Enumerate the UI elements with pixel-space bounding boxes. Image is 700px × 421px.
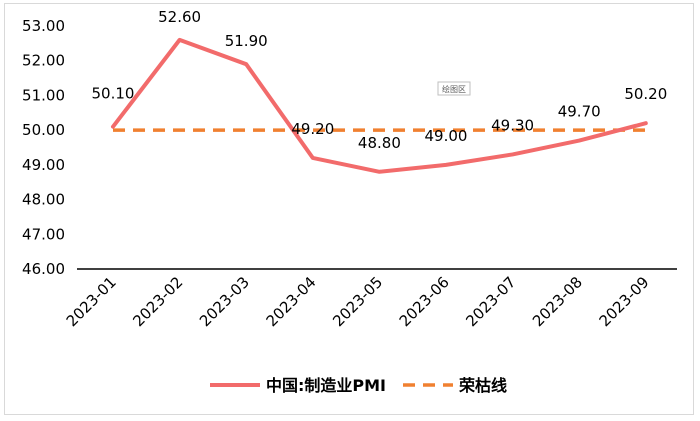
x-axis-ticks: 2023-01 2023-02 2023-03 2023-04 2023-05 2023-… (63, 273, 653, 330)
data-label: 49.20 (291, 120, 334, 138)
y-tick-label: 50.00 (22, 121, 65, 139)
y-tick-label: 47.00 (22, 225, 65, 243)
y-tick-label: 53.00 (22, 17, 65, 35)
x-tick-label: 2023-08 (529, 273, 586, 330)
x-tick-label: 2023-03 (196, 273, 253, 330)
chart-frame: 46.00 47.00 48.00 49.00 50.00 51.00 52.00 53.00… (4, 3, 694, 415)
data-labels: 50.10 52.60 51.90 49.20 48.80 49.00 49.30 49.70… (92, 8, 668, 152)
data-label: 50.10 (92, 85, 135, 103)
y-tick-label: 46.00 (22, 260, 65, 278)
x-tick-label: 2023-02 (129, 273, 186, 330)
x-tick-label: 2023-09 (596, 273, 653, 330)
legend: 中国:制造业PMI 荣枯线 (210, 376, 507, 395)
pmi-line-chart: 46.00 47.00 48.00 49.00 50.00 51.00 52.00 53.00… (22, 8, 677, 395)
plot-area-tag-text: 绘图区 (442, 84, 466, 94)
plot-area-tag-box (437, 81, 471, 96)
y-tick-label: 49.00 (22, 156, 65, 174)
data-label: 49.30 (491, 116, 534, 134)
data-label: 51.90 (225, 32, 268, 50)
data-label: 50.20 (624, 85, 667, 103)
legend-label-pmi: 中国:制造业PMI (266, 376, 386, 395)
y-tick-label: 52.00 (22, 52, 65, 70)
legend-label-threshold: 荣枯线 (458, 376, 507, 395)
y-axis-ticks: 46.00 47.00 48.00 49.00 50.00 51.00 52.00 53.00 (22, 17, 65, 278)
data-label: 49.70 (558, 103, 601, 121)
pmi-series-line (111, 37, 648, 174)
data-label: 52.60 (158, 8, 201, 26)
data-label: 48.80 (358, 134, 401, 152)
data-label: 49.00 (425, 127, 468, 145)
plot-area-tag: 绘图区 (437, 81, 471, 96)
x-tick-label: 2023-06 (396, 273, 453, 330)
y-tick-label: 48.00 (22, 191, 65, 209)
x-tick-label: 2023-05 (329, 273, 386, 330)
series-lines (111, 37, 648, 174)
x-tick-label: 2023-04 (263, 273, 320, 330)
y-tick-label: 51.00 (22, 86, 65, 104)
x-tick-label: 2023-07 (462, 273, 519, 330)
x-tick-label: 2023-01 (63, 273, 120, 330)
